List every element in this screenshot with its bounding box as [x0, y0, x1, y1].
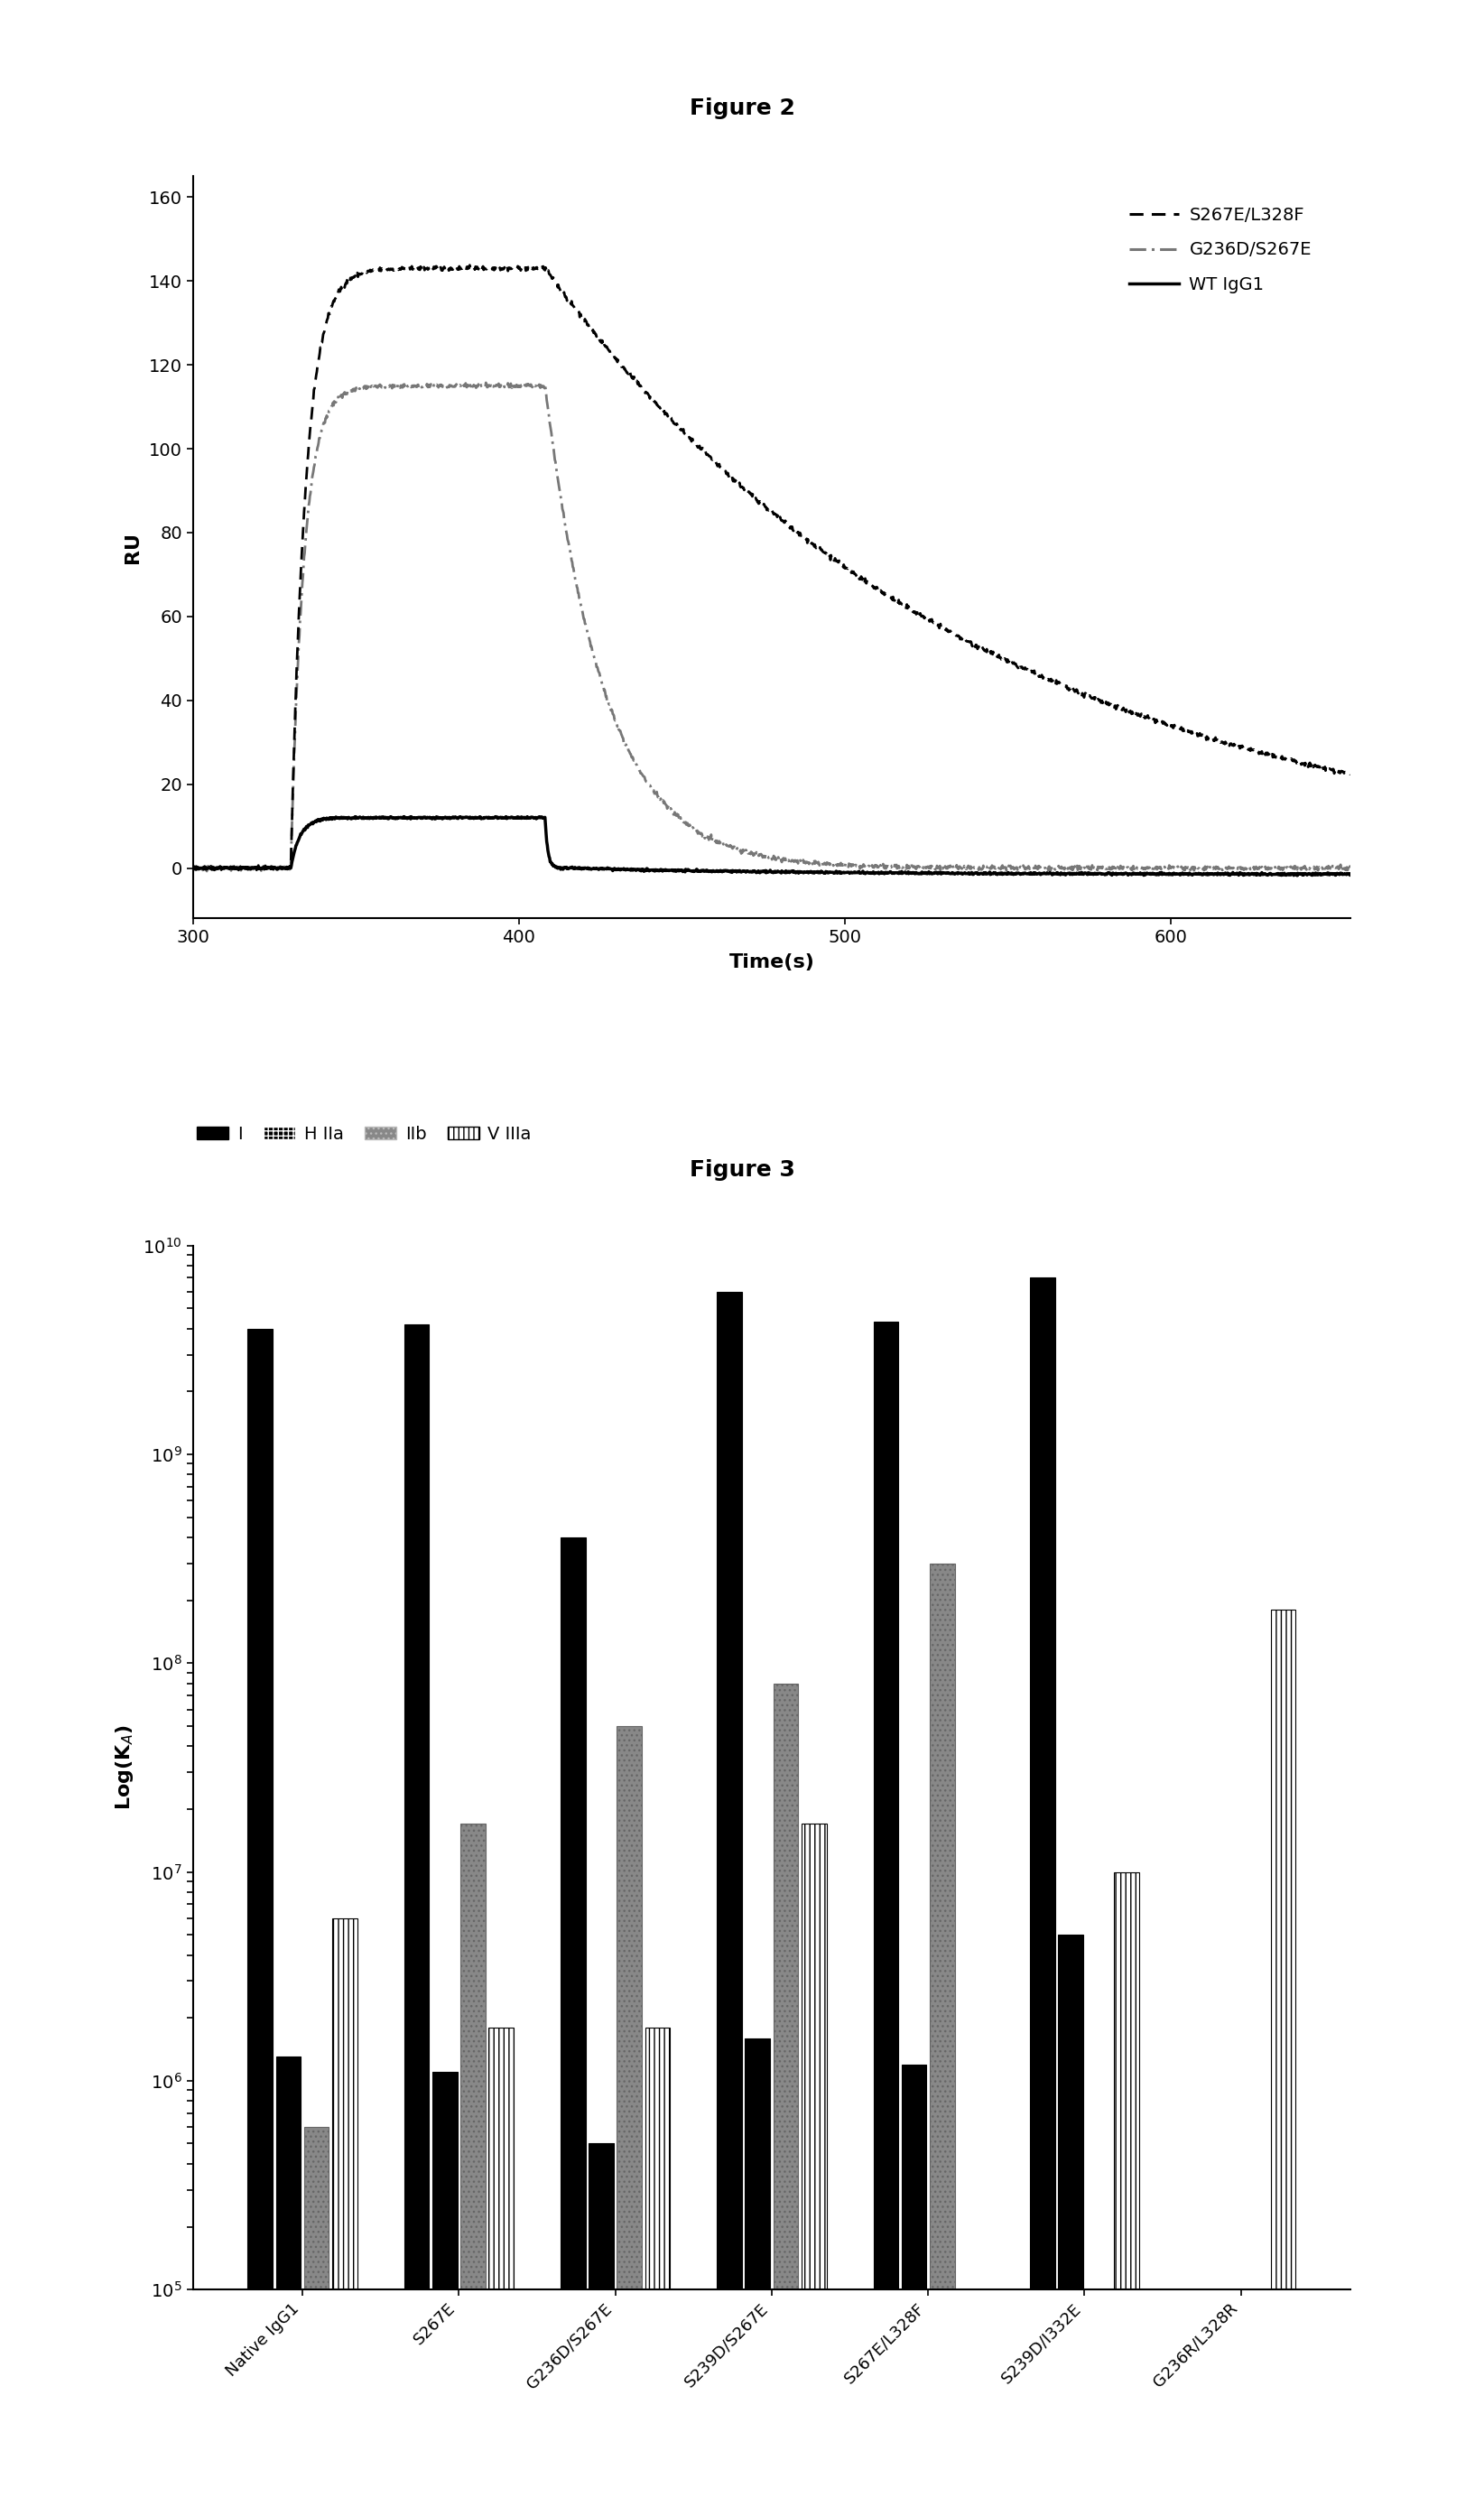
Bar: [773, 1683, 798, 2516]
Bar: [717, 1291, 742, 2516]
Bar: [1030, 1278, 1055, 2516]
Bar: [1114, 1872, 1140, 2516]
Bar: [561, 1537, 586, 2516]
X-axis label: Time(s): Time(s): [729, 954, 815, 971]
Bar: [801, 1824, 827, 2516]
Bar: [646, 2028, 669, 2516]
Y-axis label: Log(K$_A$): Log(K$_A$): [114, 1726, 135, 1809]
Bar: [460, 1824, 485, 2516]
Text: Figure 3: Figure 3: [689, 1160, 795, 1180]
Bar: [404, 1323, 429, 2516]
Bar: [432, 2073, 457, 2516]
Bar: [276, 2058, 301, 2516]
Bar: [248, 1328, 273, 2516]
Legend: S267E/L328F, G236D/S267E, WT IgG1: S267E/L328F, G236D/S267E, WT IgG1: [1122, 199, 1318, 299]
Text: Figure 2: Figure 2: [689, 98, 795, 118]
Bar: [332, 1917, 358, 2516]
Bar: [1270, 1610, 1296, 2516]
Bar: [874, 1321, 898, 2516]
Bar: [589, 2144, 614, 2516]
Bar: [617, 1726, 643, 2516]
Bar: [488, 2028, 513, 2516]
Bar: [1058, 1935, 1083, 2516]
Bar: [1086, 2335, 1112, 2516]
Bar: [929, 1562, 954, 2516]
Bar: [745, 2038, 770, 2516]
Legend: I, H IIa, IIb, V IIIa: I, H IIa, IIb, V IIIa: [190, 1120, 539, 1150]
Y-axis label: RU: RU: [123, 531, 141, 564]
Bar: [901, 2063, 926, 2516]
Bar: [304, 2126, 329, 2516]
